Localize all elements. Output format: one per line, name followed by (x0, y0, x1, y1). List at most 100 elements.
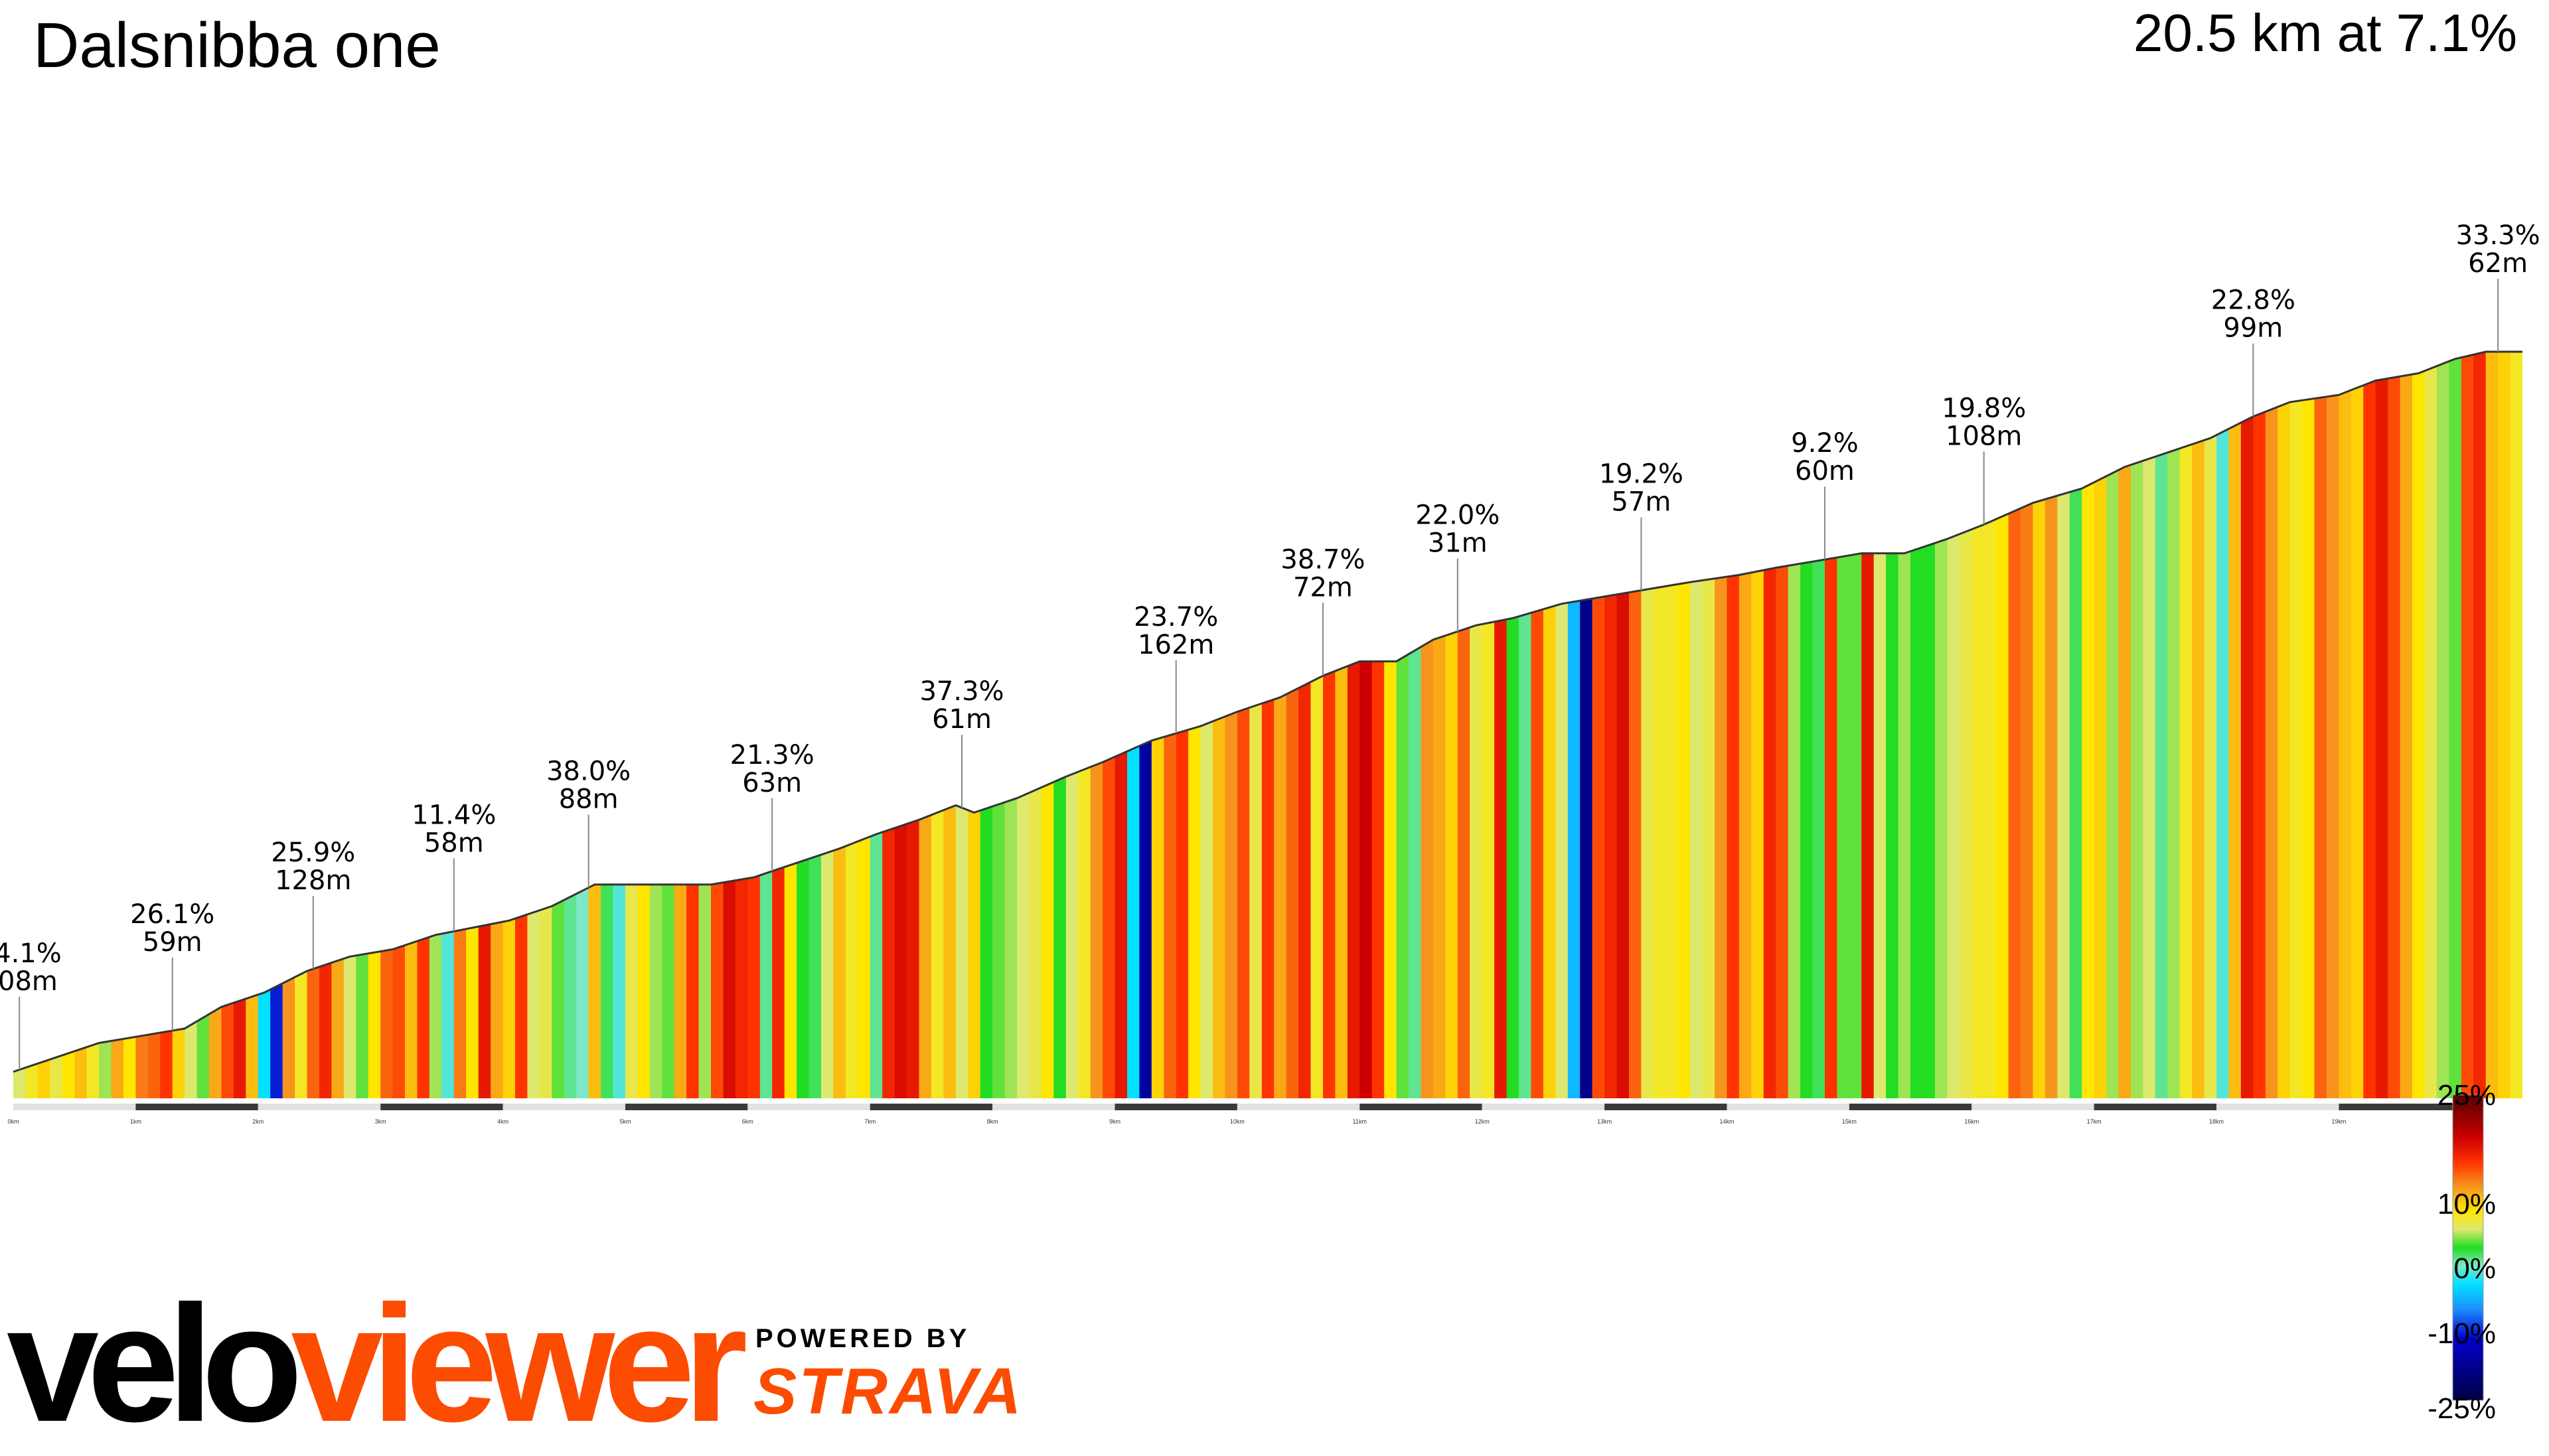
gradient-segment (62, 352, 75, 1098)
gradient-segment (307, 352, 320, 1098)
gradient-segment (2473, 352, 2487, 1098)
gradient-segment (1653, 352, 1666, 1098)
gradient-segment (772, 352, 785, 1098)
logo-viewer: viewer (291, 1271, 747, 1456)
gradient-segment (1041, 352, 1054, 1098)
gradient-segment (392, 352, 406, 1098)
gradient-segment (637, 352, 651, 1098)
gradient-segment (2033, 352, 2046, 1098)
gradient-segment (429, 352, 442, 1098)
gradient-segment (882, 352, 895, 1098)
gradient-segment (894, 352, 907, 1098)
km-bar (2339, 1104, 2461, 1110)
gradient-segment (2498, 352, 2511, 1098)
peak-gradient-label: 37.3% (919, 676, 1004, 707)
gradient-segment (196, 352, 210, 1098)
km-bar (1115, 1104, 1237, 1110)
gradient-segment (233, 352, 246, 1098)
peak-distance-label: 59m (143, 927, 202, 958)
gradient-segment (99, 352, 112, 1098)
legend-labels: 25% 10% 0% -10% -25% (2416, 1079, 2496, 1433)
gradient-segment (1690, 352, 1703, 1098)
peak-distance-label: 108m (1946, 421, 2022, 451)
gradient-segment (2167, 352, 2181, 1098)
gradient-segment (2339, 352, 2352, 1098)
peak-gradient-label: 23.7% (1134, 602, 1218, 632)
gradient-segment (368, 352, 381, 1098)
gradient-segment (1776, 352, 1789, 1098)
gradient-segment (2461, 352, 2474, 1098)
gradient-segment (221, 352, 234, 1098)
gradient-segment (1213, 352, 1225, 1098)
gradient-segment (2412, 352, 2425, 1098)
gradient-segment (2143, 352, 2156, 1098)
gradient-segment (1738, 352, 1752, 1098)
gradient-segment (1237, 352, 1250, 1098)
gradient-segment (1053, 352, 1067, 1098)
gradient-segment (2045, 352, 2058, 1098)
gradient-segment (1604, 352, 1618, 1098)
km-bar (2094, 1104, 2216, 1110)
gradient-segment (1065, 352, 1079, 1098)
gradient-segment (1384, 352, 1397, 1098)
gradient-segment (1409, 352, 1421, 1098)
gradient-segment (1127, 352, 1140, 1098)
gradient-segment (1543, 352, 1556, 1098)
gradient-segment (2375, 352, 2388, 1098)
gradient-segment (1519, 352, 1531, 1098)
peak-distance-label: 72m (1293, 572, 1353, 603)
x-tick-label: 14km (1719, 1118, 1734, 1125)
gradient-segment (907, 352, 919, 1098)
gradient-segment (576, 352, 589, 1098)
legend-tick: 0% (2453, 1252, 2496, 1285)
gradient-segment (2094, 352, 2107, 1098)
gradient-segment (735, 352, 748, 1098)
x-tick-label: 5km (619, 1118, 631, 1125)
gradient-segment (405, 352, 418, 1098)
gradient-segment (1432, 352, 1446, 1098)
gradient-segment (821, 352, 834, 1098)
gradient-segment (613, 352, 626, 1098)
gradient-segment (784, 352, 797, 1098)
gradient-segment (491, 352, 504, 1098)
x-tick-label: 2km (252, 1118, 264, 1125)
x-tick-label: 8km (987, 1118, 998, 1125)
km-bar (502, 1104, 625, 1110)
gradient-segment (625, 352, 638, 1098)
gradient-segment (2069, 352, 2082, 1098)
gradient-segment (2131, 352, 2143, 1098)
km-bar (13, 1104, 136, 1110)
gradient-segment (1445, 352, 1458, 1098)
gradient-segment (1641, 352, 1654, 1098)
gradient-segment (1139, 352, 1152, 1098)
gradient-segment (2082, 352, 2095, 1098)
gradient-segment (2179, 352, 2193, 1098)
km-bar (625, 1104, 748, 1110)
gradient-segment (209, 352, 222, 1098)
gradient-segment (1200, 352, 1213, 1098)
gradient-segment (2216, 352, 2229, 1098)
gradient-segment (502, 352, 516, 1098)
x-tick-label: 11km (1353, 1118, 1367, 1125)
gradient-segment (2118, 352, 2131, 1098)
gradient-segment (1359, 352, 1373, 1098)
x-tick-label: 9km (1109, 1118, 1120, 1125)
km-bar (1849, 1104, 1972, 1110)
strava-logo: STRAVA (753, 1354, 1024, 1427)
peak-distance-label: 162m (1138, 630, 1214, 660)
powered-by-label: POWERED BY (755, 1324, 970, 1353)
gradient-segment (1616, 352, 1630, 1098)
gradient-segment (74, 352, 88, 1098)
gradient-segment (1164, 352, 1177, 1098)
gradient-segment (2021, 352, 2033, 1098)
peak-distance-label: 63m (742, 768, 802, 798)
km-bar (870, 1104, 993, 1110)
gradient-segment (601, 352, 614, 1098)
gradient-segment (515, 352, 528, 1098)
gradient-segment (1494, 352, 1507, 1098)
peak-gradient-label: 19.2% (1599, 459, 1683, 490)
gradient-segment (1103, 352, 1116, 1098)
gradient-segment (2008, 352, 2021, 1098)
gradient-segment (453, 352, 467, 1098)
